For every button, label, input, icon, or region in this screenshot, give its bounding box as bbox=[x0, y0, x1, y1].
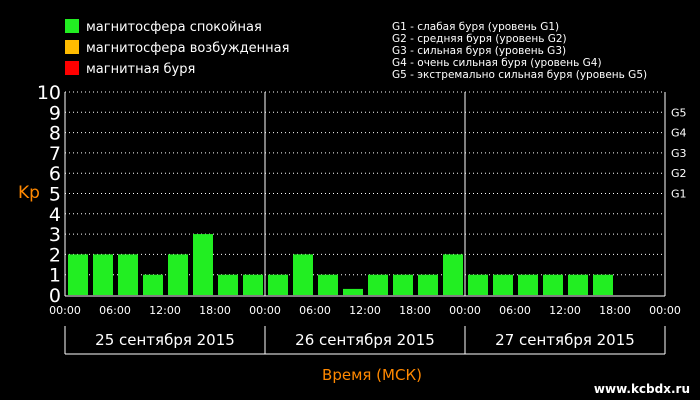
day-labels: 25 сентября 2015 26 сентября 2015 27 сентя… bbox=[64, 326, 666, 355]
g-tick-labels: G1 G2 G3 G4 G5 bbox=[671, 106, 687, 200]
legend: магнитосфера спокойная магнитосфера возб… bbox=[65, 19, 289, 77]
y-tick-label: 8 bbox=[49, 123, 61, 145]
y-tick-label: 5 bbox=[49, 184, 61, 206]
x-tick-label: 00:00 bbox=[649, 304, 681, 317]
kp-bar bbox=[518, 274, 538, 295]
gridlines bbox=[65, 91, 665, 276]
axes bbox=[64, 92, 666, 297]
kp-bar bbox=[493, 274, 513, 295]
day-label: 26 сентября 2015 bbox=[295, 331, 435, 349]
kp-bar bbox=[418, 274, 438, 295]
y-tick-label: 6 bbox=[49, 163, 61, 185]
kp-bar bbox=[468, 274, 488, 295]
x-tick-label: 00:00 bbox=[449, 304, 481, 317]
y-tick-label: 3 bbox=[49, 224, 61, 246]
y-tick-label: 2 bbox=[49, 244, 61, 266]
day-label: 27 сентября 2015 bbox=[495, 331, 635, 349]
y-tick-label: 9 bbox=[49, 102, 61, 124]
g-tick-label: G3 bbox=[671, 147, 687, 160]
x-tick-label: 18:00 bbox=[399, 304, 431, 317]
legend-swatch-quiet bbox=[65, 19, 79, 33]
x-axis-label: Время (МСК) bbox=[322, 366, 422, 384]
x-tick-label: 00:00 bbox=[249, 304, 281, 317]
kp-bar bbox=[443, 254, 463, 295]
legend-label-active: магнитосфера возбужденная bbox=[86, 41, 289, 56]
y-tick-label: 1 bbox=[49, 265, 61, 287]
kp-bar bbox=[393, 274, 413, 295]
y-tick-label: 10 bbox=[37, 82, 61, 104]
g-scale-g3: G3 - сильная буря (уровень G3) bbox=[392, 45, 566, 57]
y-tick-label: 7 bbox=[49, 143, 61, 165]
g-scale-g5: G5 - экстремально сильная буря (уровень … bbox=[392, 69, 647, 81]
x-tick-label: 12:00 bbox=[349, 304, 381, 317]
bars bbox=[68, 234, 613, 295]
g-scale-g1: G1 - слабая буря (уровень G1) bbox=[392, 21, 559, 33]
x-tick-label: 06:00 bbox=[99, 304, 131, 317]
kp-bar bbox=[218, 274, 238, 295]
kp-bar bbox=[543, 274, 563, 295]
g-scale-g4: G4 - очень сильная буря (уровень G4) bbox=[392, 57, 602, 69]
x-tick-label: 12:00 bbox=[549, 304, 581, 317]
g-tick-label: G5 bbox=[671, 106, 687, 119]
g-scale-g2: G2 - средняя буря (уровень G2) bbox=[392, 33, 567, 45]
x-tick-label: 18:00 bbox=[599, 304, 631, 317]
kp-bar bbox=[593, 274, 613, 295]
legend-swatch-storm bbox=[65, 61, 79, 75]
kp-bar bbox=[368, 274, 388, 295]
watermark: www.kcbdx.ru bbox=[594, 382, 690, 396]
g-tick-label: G2 bbox=[671, 167, 687, 180]
day-label: 25 сентября 2015 bbox=[95, 331, 235, 349]
kp-bar bbox=[143, 274, 163, 295]
y-tick-label: 4 bbox=[49, 204, 61, 226]
g-tick-label: G4 bbox=[671, 127, 687, 140]
x-tick-label: 18:00 bbox=[199, 304, 231, 317]
kp-bar bbox=[93, 254, 113, 295]
kp-bar bbox=[343, 288, 363, 295]
x-tick-label: 12:00 bbox=[149, 304, 181, 317]
x-tick-labels: 00:00 06:00 12:00 18:00 00:00 06:00 12:00 18:00… bbox=[49, 304, 681, 317]
y-tick-label: 0 bbox=[49, 285, 61, 307]
kp-bar bbox=[243, 274, 263, 295]
kp-bar bbox=[168, 254, 188, 295]
x-tick-label: 06:00 bbox=[499, 304, 531, 317]
legend-swatch-active bbox=[65, 40, 79, 54]
legend-label-storm: магнитная буря bbox=[86, 62, 195, 77]
kp-bar bbox=[118, 254, 138, 295]
x-tick-label: 06:00 bbox=[299, 304, 331, 317]
kp-bar bbox=[68, 254, 88, 295]
legend-label-quiet: магнитосфера спокойная bbox=[86, 20, 262, 35]
g-scale-legend: G1 - слабая буря (уровень G1) G2 - средн… bbox=[392, 21, 647, 81]
y-axis-label: Kp bbox=[18, 183, 40, 203]
x-tick-label: 00:00 bbox=[49, 304, 81, 317]
kp-bar bbox=[293, 254, 313, 295]
kp-bar bbox=[318, 274, 338, 295]
kp-bar bbox=[568, 274, 588, 295]
kp-bar bbox=[193, 234, 213, 295]
kp-bar bbox=[268, 274, 288, 295]
g-tick-label: G1 bbox=[671, 188, 687, 201]
